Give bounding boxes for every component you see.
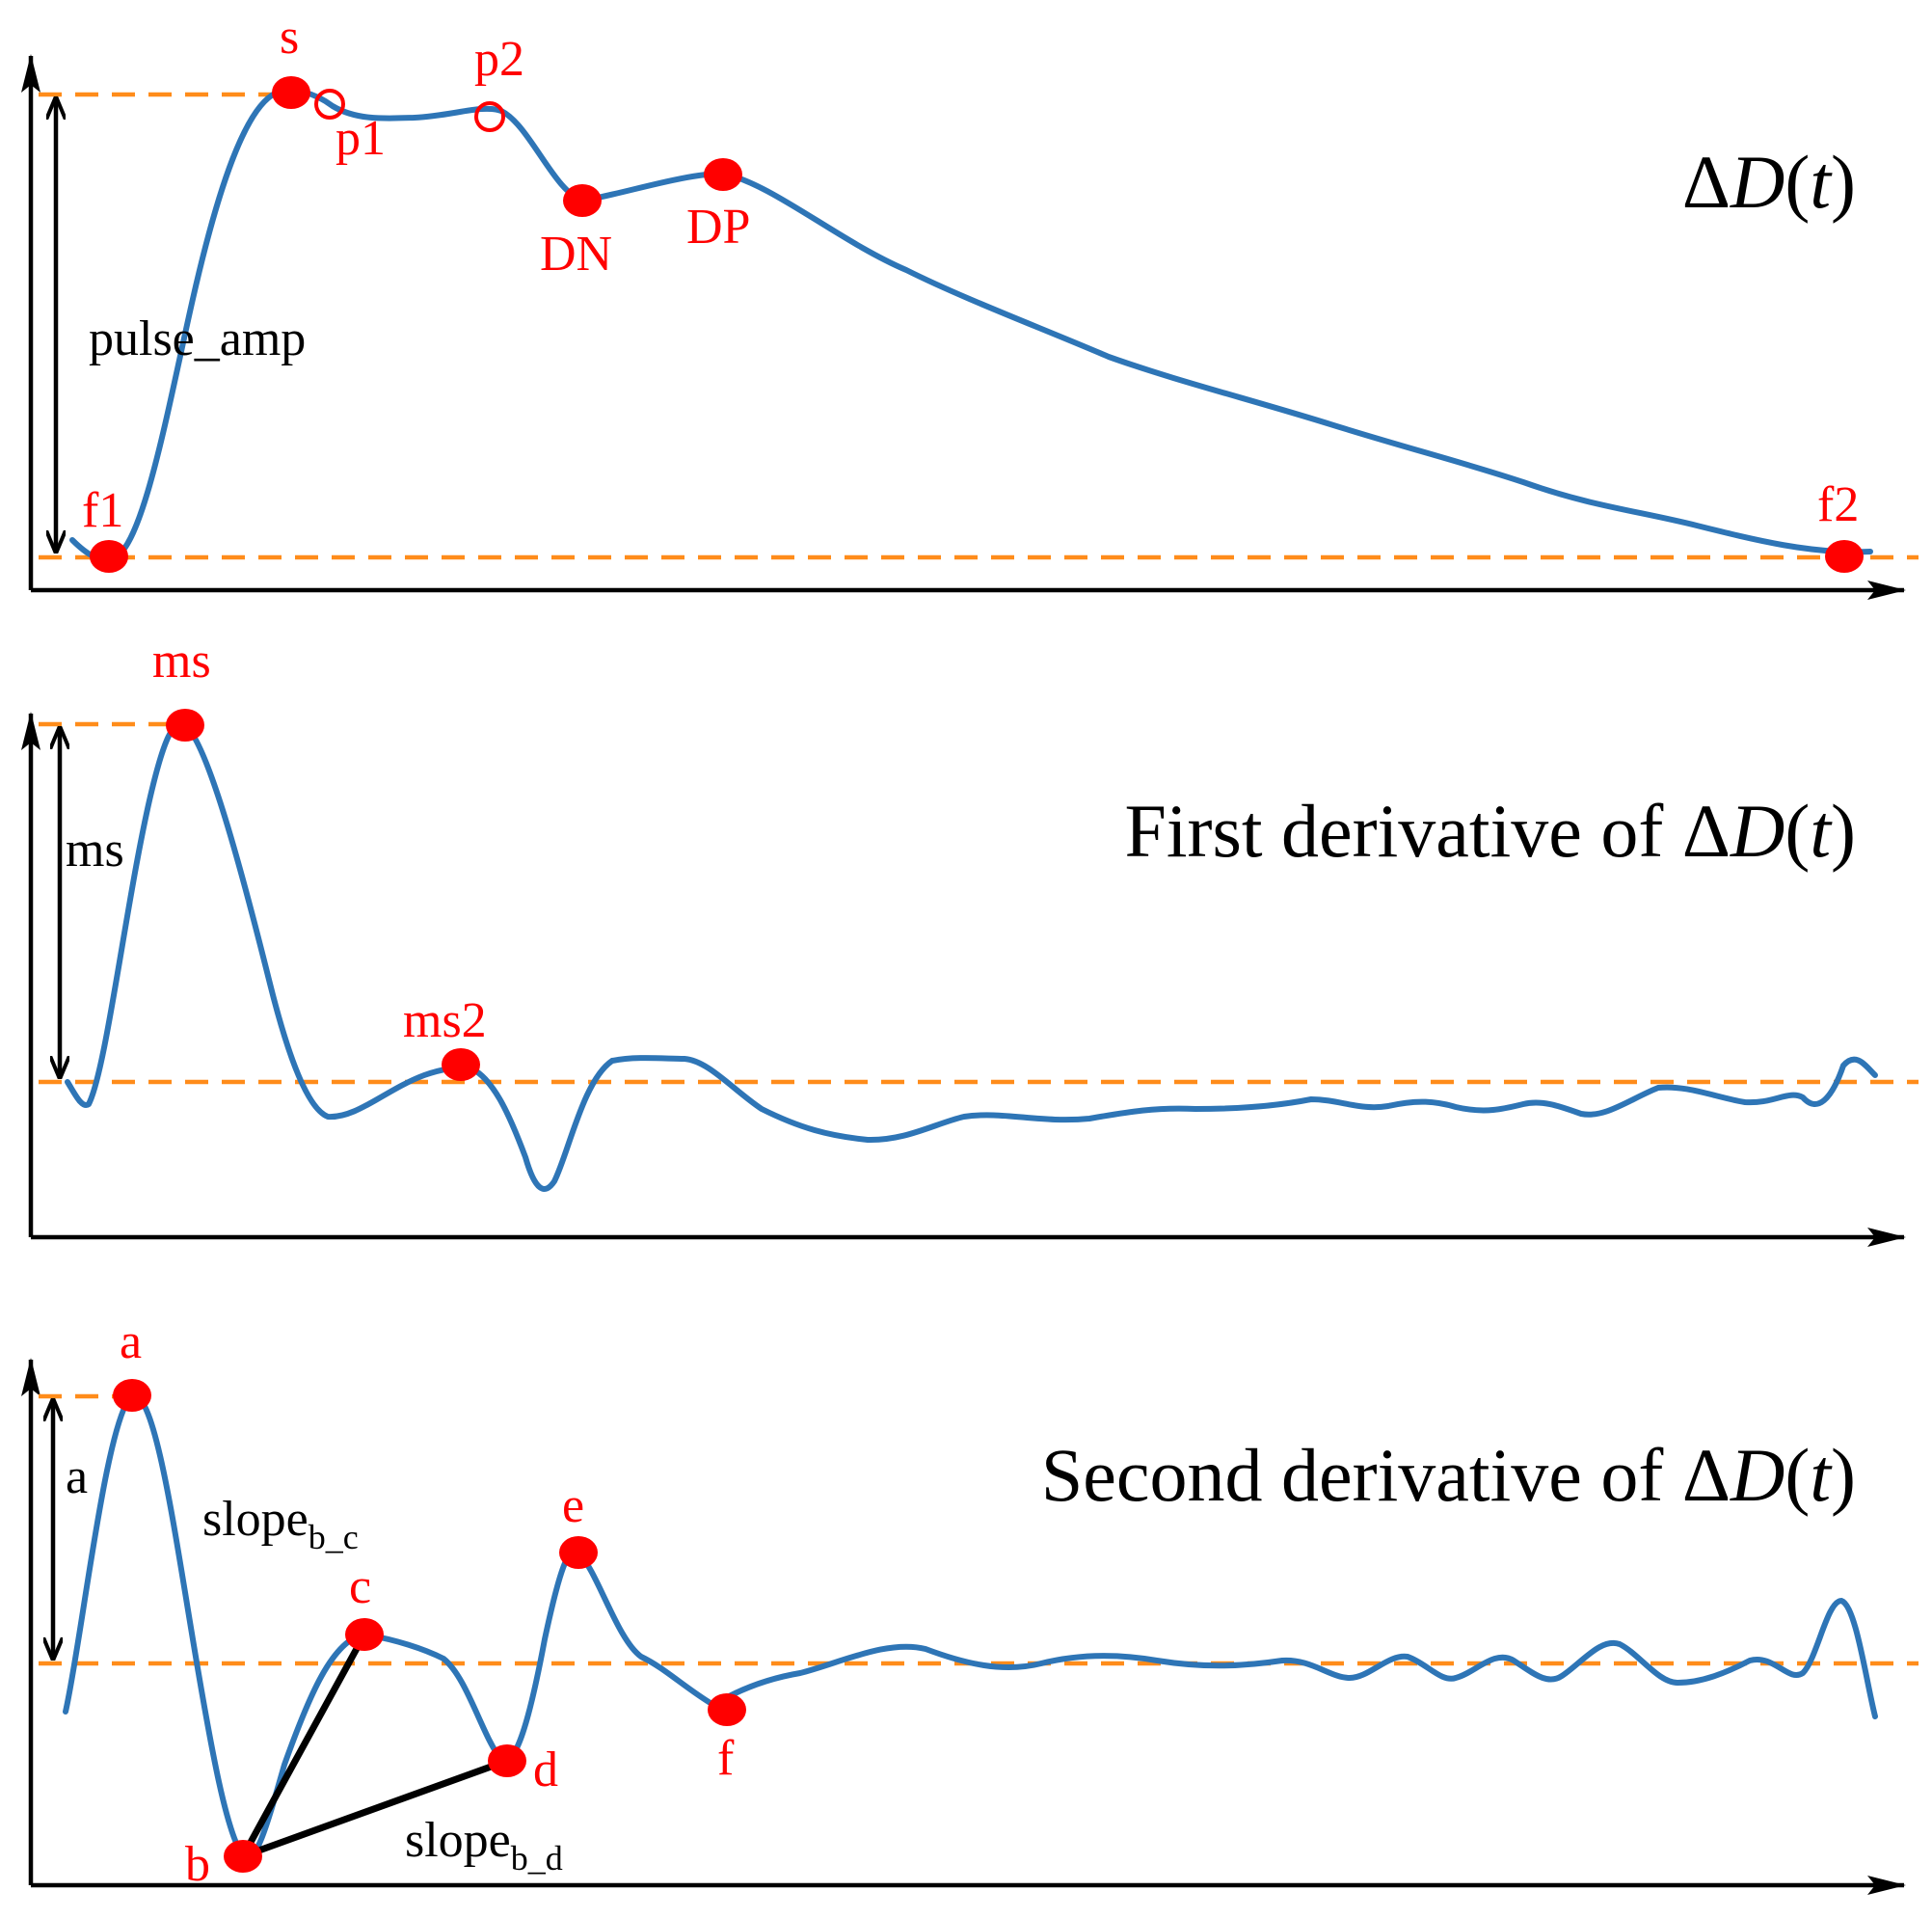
slope-bc-line xyxy=(239,1631,368,1860)
label-d: d xyxy=(533,1742,558,1797)
point-f xyxy=(708,1693,746,1726)
pulse-curve xyxy=(69,87,1873,563)
first-derivative-curve xyxy=(65,720,1878,1192)
label-c: c xyxy=(349,1559,371,1614)
panel1-title: ΔD(t) xyxy=(1682,140,1856,224)
slope-bd-line xyxy=(239,1757,511,1860)
panel2-title: First derivative of ΔD(t) xyxy=(1124,789,1856,873)
panel-first-derivative: ms ms2 ms First derivative of ΔD(t) xyxy=(21,634,1919,1247)
point-a xyxy=(113,1379,151,1412)
label-DN: DN xyxy=(540,227,612,282)
label-f: f xyxy=(717,1731,735,1786)
point-e xyxy=(559,1536,598,1569)
label-p1: p1 xyxy=(335,111,386,166)
panel-second-derivative: a b c d e f a slopeb_c slopeb_d Second d… xyxy=(21,1314,1919,1895)
label-b: b xyxy=(185,1837,210,1892)
label-p2: p2 xyxy=(474,32,524,87)
point-c xyxy=(345,1618,384,1651)
panel3-title: Second derivative of ΔD(t) xyxy=(1041,1433,1856,1517)
point-p2 xyxy=(474,101,505,132)
point-ms2 xyxy=(442,1048,480,1081)
point-f1 xyxy=(90,540,128,573)
label-ms2: ms2 xyxy=(403,993,487,1048)
point-p1 xyxy=(314,89,345,120)
slope-bc-label: slopeb_c xyxy=(202,1492,359,1556)
point-DP xyxy=(704,158,742,191)
label-e: e xyxy=(562,1478,584,1533)
label-DP: DP xyxy=(686,200,750,255)
label-ms: ms xyxy=(152,634,211,689)
point-s xyxy=(272,76,310,109)
point-DN xyxy=(563,184,602,217)
label-s: s xyxy=(280,10,299,65)
point-d xyxy=(488,1744,526,1777)
label-f1: f1 xyxy=(82,483,123,538)
point-b xyxy=(224,1840,262,1873)
panel-pulse: s p1 p2 DN DP f1 f2 pulse_amp ΔD(t) xyxy=(21,10,1919,600)
slope-bd-label: slopeb_d xyxy=(405,1813,563,1877)
label-f2: f2 xyxy=(1817,477,1859,532)
point-ms xyxy=(166,709,204,742)
a-amp-label: a xyxy=(66,1449,88,1504)
pulse-amp-label: pulse_amp xyxy=(89,311,306,366)
label-a: a xyxy=(120,1314,142,1369)
ms-amp-label: ms xyxy=(66,823,124,878)
point-f2 xyxy=(1825,540,1864,573)
